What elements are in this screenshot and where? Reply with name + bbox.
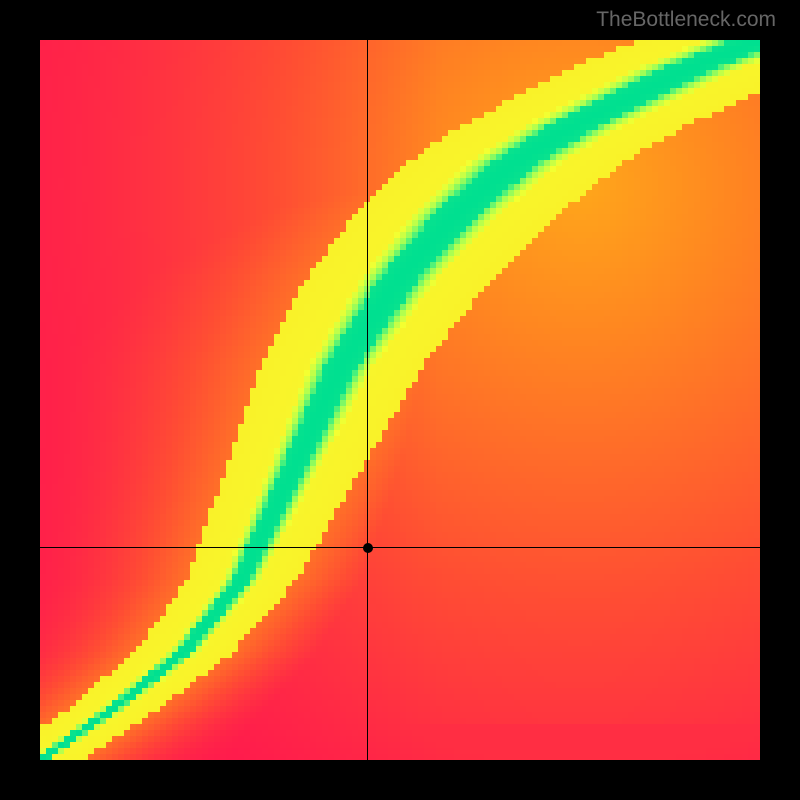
watermark-text: TheBottleneck.com [596,8,776,32]
crosshair-horizontal [40,547,760,548]
marker-dot [363,543,373,553]
heatmap-canvas [40,40,760,760]
heatmap-plot [40,40,760,760]
crosshair-vertical [367,40,368,760]
